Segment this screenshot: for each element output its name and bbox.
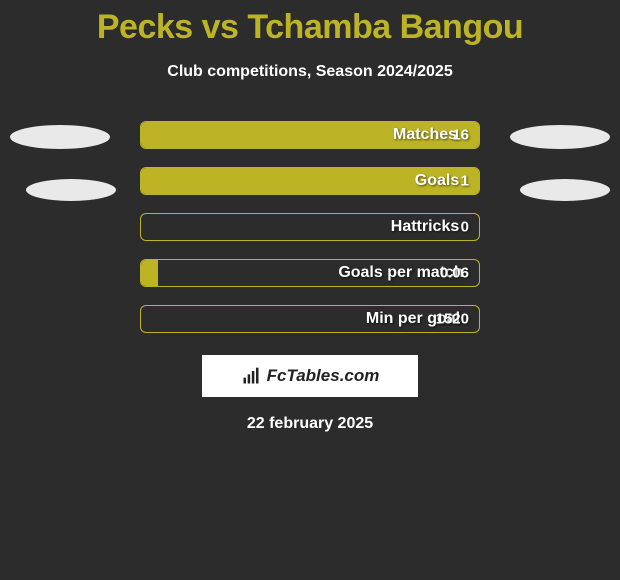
stat-value: 1520 <box>436 311 469 328</box>
stat-value: 1 <box>461 173 469 190</box>
bar-chart-icon <box>241 366 261 386</box>
deco-ellipse-right-1 <box>510 125 610 149</box>
stat-label: Matches <box>393 126 457 144</box>
stat-label: Goals <box>415 172 459 190</box>
stats-container: Matches 16 Goals 1 Hattricks 0 Goals per… <box>140 121 480 333</box>
page-title: Pecks vs Tchamba Bangou <box>0 0 620 47</box>
footer-date: 22 february 2025 <box>0 415 620 433</box>
subtitle: Club competitions, Season 2024/2025 <box>0 63 620 81</box>
stat-value: 0 <box>461 219 469 236</box>
stat-bar-goals: Goals 1 <box>140 167 480 195</box>
stat-bar-matches: Matches 16 <box>140 121 480 149</box>
stat-bar-goals-per-match: Goals per match 0.06 <box>140 259 480 287</box>
brand-box[interactable]: FcTables.com <box>202 355 418 397</box>
brand-label: FcTables.com <box>267 366 380 386</box>
stat-fill <box>141 260 158 286</box>
stat-label: Hattricks <box>391 218 459 236</box>
deco-ellipse-left-2 <box>26 179 116 201</box>
stat-value: 0.06 <box>440 265 469 282</box>
deco-ellipse-right-2 <box>520 179 610 201</box>
stat-value: 16 <box>452 127 469 144</box>
deco-ellipse-left-1 <box>10 125 110 149</box>
stat-bar-hattricks: Hattricks 0 <box>140 213 480 241</box>
stat-bar-min-per-goal: Min per goal 1520 <box>140 305 480 333</box>
